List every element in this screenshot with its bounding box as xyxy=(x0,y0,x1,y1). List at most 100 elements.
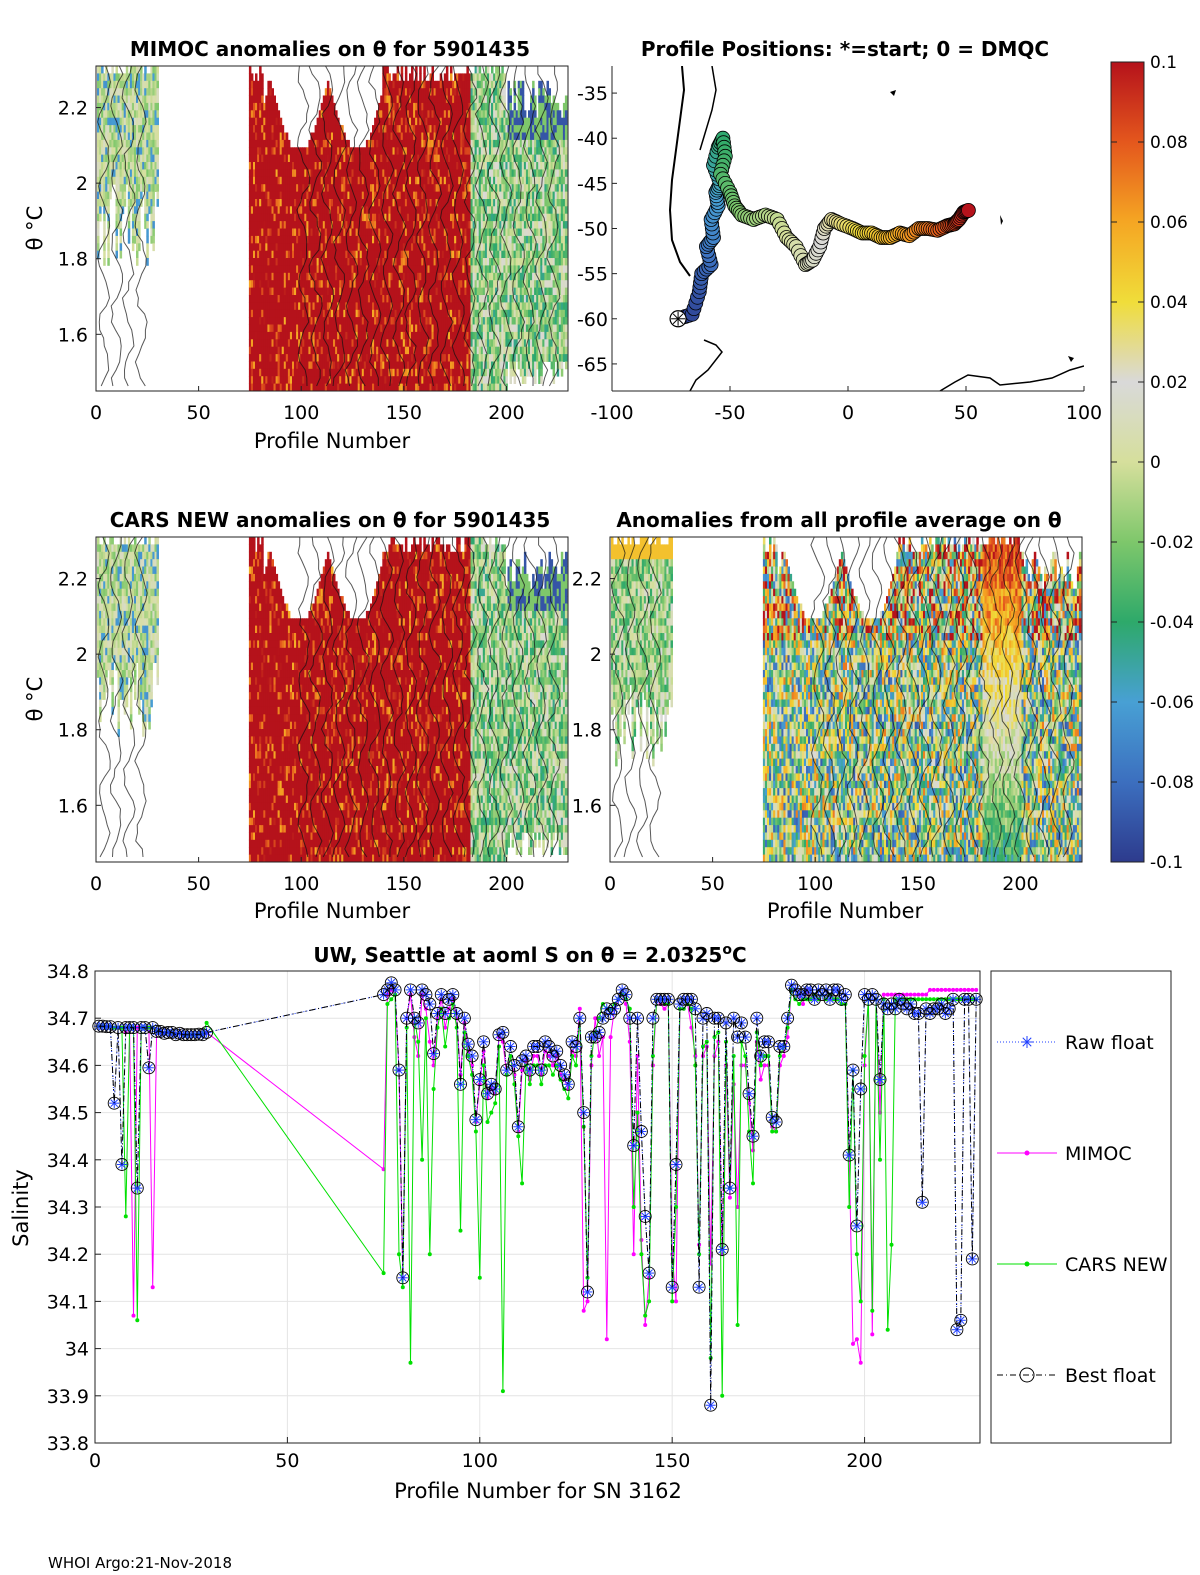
heatmap-cell xyxy=(259,331,262,340)
heatmap-cell xyxy=(337,317,340,325)
heatmap-cell xyxy=(406,376,410,384)
heatmap-cell xyxy=(279,272,283,281)
heatmap-cell xyxy=(435,102,439,111)
heatmap-cell xyxy=(370,265,373,274)
heatmap-cell xyxy=(138,221,141,229)
heatmap-cell xyxy=(127,80,131,89)
heatmap-cell xyxy=(326,228,330,237)
heatmap-cell xyxy=(275,302,279,311)
heatmap-cell xyxy=(423,287,426,296)
heatmap-cell xyxy=(341,235,344,244)
heatmap-cell xyxy=(359,280,363,288)
heatmap-cell xyxy=(277,243,281,252)
heatmap-cell xyxy=(259,258,262,266)
heatmap-cell xyxy=(365,191,369,200)
heatmap-cell xyxy=(328,331,332,340)
heatmap-cell xyxy=(359,169,363,178)
heatmap-cell xyxy=(140,184,143,192)
heatmap-cell xyxy=(152,243,155,252)
heatmap-cell xyxy=(450,250,453,259)
heatmap-cell xyxy=(443,309,447,318)
heatmap-cell xyxy=(300,258,303,266)
heatmap-cell xyxy=(435,361,439,370)
heatmap-cell xyxy=(421,317,424,325)
heatmap-cell xyxy=(361,280,365,288)
heatmap-cell xyxy=(345,139,348,148)
heatmap-cell xyxy=(316,213,320,222)
heatmap-cell xyxy=(119,125,123,133)
heatmap-cell xyxy=(450,221,453,229)
heatmap-cell xyxy=(273,287,276,296)
heatmap-cell xyxy=(468,88,471,96)
heatmap-cell xyxy=(370,309,373,318)
heatmap-cell xyxy=(296,317,299,325)
heatmap-cell xyxy=(468,339,471,348)
heatmap-cell xyxy=(372,376,375,384)
heatmap-cell xyxy=(394,147,398,156)
heatmap-cell xyxy=(310,176,313,185)
heatmap-cell xyxy=(146,147,149,156)
heatmap-cell xyxy=(134,228,137,237)
heatmap-cell xyxy=(318,376,322,384)
heatmap-cell xyxy=(378,309,381,318)
heatmap-cell xyxy=(464,354,467,362)
heatmap-cell xyxy=(417,162,420,170)
heatmap-cell xyxy=(466,147,469,156)
heatmap-cell xyxy=(437,132,441,141)
heatmap-cell xyxy=(257,258,260,266)
heatmap-cell xyxy=(421,235,424,244)
heatmap-cell xyxy=(380,169,383,178)
heatmap-cell xyxy=(380,132,383,141)
heatmap-cell xyxy=(341,228,344,237)
heatmap-cell xyxy=(265,339,268,348)
heatmap-cell xyxy=(314,139,318,148)
heatmap-cell xyxy=(441,346,445,355)
heatmap-cell xyxy=(419,383,422,391)
heatmap-cell xyxy=(468,346,471,355)
heatmap-cell xyxy=(320,272,324,281)
heatmap-cell xyxy=(351,368,354,377)
heatmap-cell xyxy=(300,154,303,163)
heatmap-cell xyxy=(320,317,324,325)
heatmap-cell xyxy=(466,280,469,288)
heatmap-cell xyxy=(425,309,428,318)
heatmap-cell xyxy=(322,191,326,200)
heatmap-cell xyxy=(413,169,416,178)
heatmap-cell xyxy=(294,228,297,237)
heatmap-cell xyxy=(347,354,350,362)
heatmap-cell xyxy=(447,176,451,185)
heatmap-cell xyxy=(267,110,270,119)
heatmap-cell xyxy=(460,324,463,333)
heatmap-cell xyxy=(109,162,112,170)
heatmap-cell xyxy=(384,295,387,303)
heatmap-cell xyxy=(127,95,131,104)
heatmap-cell xyxy=(148,117,151,126)
heatmap-cell xyxy=(150,235,153,244)
heatmap-cell xyxy=(398,331,402,340)
heatmap-cell xyxy=(359,228,363,237)
heatmap-cell xyxy=(396,354,400,362)
heatmap-cell xyxy=(328,317,332,325)
heatmap-cell xyxy=(458,272,461,281)
heatmap-cell xyxy=(101,199,104,207)
heatmap-cell xyxy=(308,221,311,229)
heatmap-cell xyxy=(384,302,387,311)
heatmap-cell xyxy=(331,272,334,281)
heatmap-cell xyxy=(437,302,441,311)
heatmap-cell xyxy=(156,66,159,74)
heatmap-cell xyxy=(97,243,100,252)
heatmap-cell xyxy=(437,206,441,215)
heatmap-cell xyxy=(308,191,311,200)
heatmap-cell xyxy=(429,206,432,215)
heatmap-cell xyxy=(406,88,410,96)
heatmap-cell xyxy=(398,317,402,325)
heatmap-cell xyxy=(283,154,287,163)
heatmap-cell xyxy=(312,221,315,229)
heatmap-cell xyxy=(372,228,375,237)
heatmap-cell xyxy=(294,383,297,391)
heatmap-cell xyxy=(355,309,359,318)
heatmap-cell xyxy=(456,235,459,244)
heatmap-cell xyxy=(324,147,328,156)
heatmap-cell xyxy=(351,361,354,370)
heatmap-cell xyxy=(425,184,428,192)
